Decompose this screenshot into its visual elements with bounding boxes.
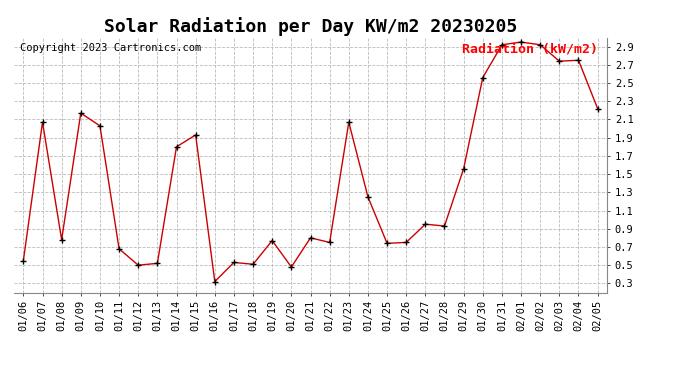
- Text: Copyright 2023 Cartronics.com: Copyright 2023 Cartronics.com: [20, 43, 201, 52]
- Text: Radiation (kW/m2): Radiation (kW/m2): [462, 43, 598, 56]
- Title: Solar Radiation per Day KW/m2 20230205: Solar Radiation per Day KW/m2 20230205: [104, 17, 517, 36]
